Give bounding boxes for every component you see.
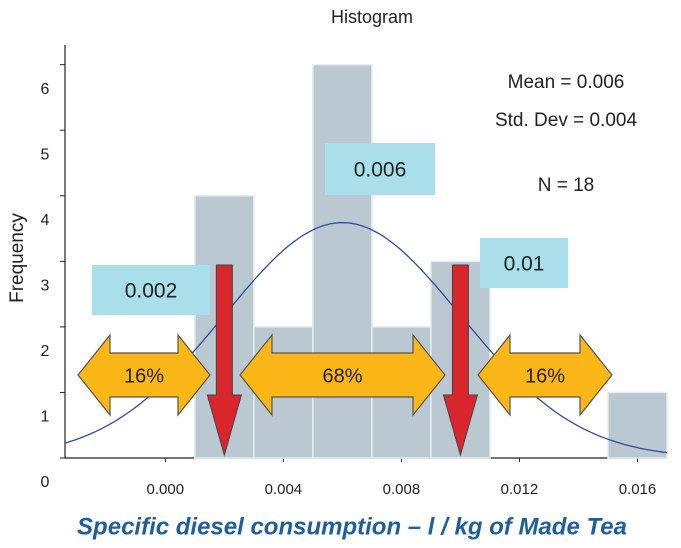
x-tick-label: 0.000 (147, 481, 185, 498)
marker-label: 0.01 (504, 253, 545, 276)
marker-arrow (206, 264, 243, 457)
marker-callout (92, 265, 210, 315)
chart-title: Histogram (331, 7, 413, 27)
stat-mean: Mean = 0.006 (508, 72, 625, 93)
x-tick-label: 0.012 (501, 481, 539, 498)
bar (312, 63, 373, 459)
y-tick-label: 5 (41, 146, 50, 163)
marker-callout (325, 143, 435, 195)
stat-std: Std. Dev = 0.004 (495, 110, 637, 131)
region-label: 16% (124, 365, 164, 387)
y-tick-label: 4 (41, 212, 50, 229)
region-label: 68% (322, 365, 362, 387)
stat-n: N = 18 (538, 175, 595, 196)
y-tick-label: 6 (41, 81, 50, 98)
marker-arrow (442, 264, 479, 457)
marker-label: 0.002 (125, 280, 178, 303)
y-axis-label: Frequency (7, 213, 28, 303)
x-axis-label: Specific diesel consumption – l / kg of … (77, 513, 627, 540)
y-tick-label: 3 (41, 278, 50, 295)
x-tick-label: 0.016 (619, 481, 657, 498)
marker-callout (480, 238, 568, 288)
region-arrow (239, 333, 446, 417)
x-tick-label: 0.008 (383, 481, 421, 498)
region-arrow (77, 333, 211, 417)
y-tick-label: 2 (41, 343, 50, 360)
region-label: 16% (525, 365, 565, 387)
y-tick-label: 0 (41, 474, 50, 491)
marker-label: 0.006 (354, 159, 407, 182)
region-arrow (477, 333, 613, 417)
y-tick-label: 1 (41, 409, 50, 426)
x-tick-label: 0.004 (265, 481, 303, 498)
